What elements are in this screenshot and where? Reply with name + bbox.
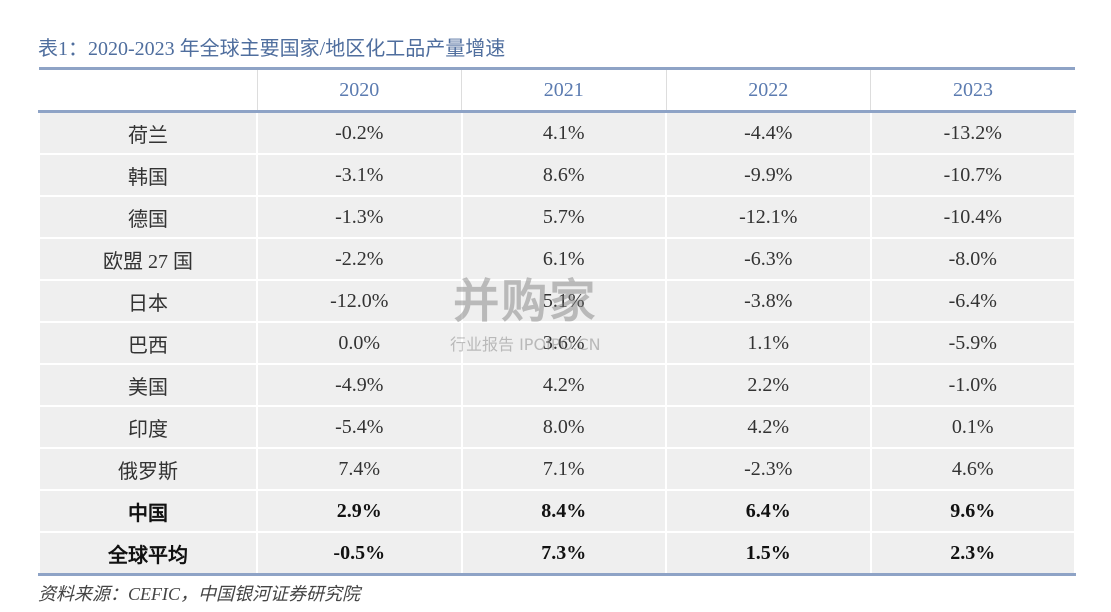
column-header: 2023 xyxy=(870,68,1075,113)
corner-cell xyxy=(39,68,257,113)
value-cell: 7.3% xyxy=(460,531,667,576)
value-cell: 2.3% xyxy=(869,531,1076,576)
row-label: 欧盟 27 国 xyxy=(38,237,258,281)
row-label: 俄罗斯 xyxy=(38,447,258,491)
table-row: 欧盟 27 国 -2.2% 6.1% -6.3% -8.0% xyxy=(38,237,1076,281)
value-cell: -4.4% xyxy=(665,110,872,155)
row-label: 荷兰 xyxy=(38,110,258,155)
value-cell: -8.0% xyxy=(869,237,1076,281)
value-cell: 5.7% xyxy=(460,195,667,239)
value-cell: 7.4% xyxy=(256,447,463,491)
table-row: 美国 -4.9% 4.2% 2.2% -1.0% xyxy=(38,363,1076,407)
data-table: 2020 2021 2022 2023 荷兰 -0.2% 4.1% -4.4% -13.2% 韩… xyxy=(38,67,1076,576)
value-cell: 6.4% xyxy=(665,489,872,533)
value-cell: -5.9% xyxy=(869,321,1076,365)
row-label: 巴西 xyxy=(38,321,258,365)
value-cell: 1.1% xyxy=(665,321,872,365)
value-cell: -12.1% xyxy=(665,195,872,239)
table-row: 中国 2.9% 8.4% 6.4% 9.6% xyxy=(38,489,1076,533)
value-cell: 8.0% xyxy=(460,405,667,449)
table-body: 荷兰 -0.2% 4.1% -4.4% -13.2% 韩国 -3.1% 8.6% -9.9% -1… xyxy=(38,110,1076,576)
value-cell: -0.2% xyxy=(256,110,463,155)
value-cell: 5.1% xyxy=(460,279,667,323)
value-cell: 4.6% xyxy=(869,447,1076,491)
header-row: 2020 2021 2022 2023 xyxy=(39,68,1075,113)
column-header: 2020 xyxy=(256,68,462,113)
value-cell: 9.6% xyxy=(869,489,1076,533)
value-cell: -2.3% xyxy=(665,447,872,491)
value-cell: 6.1% xyxy=(460,237,667,281)
row-label: 日本 xyxy=(38,279,258,323)
table-row: 俄罗斯 7.4% 7.1% -2.3% 4.6% xyxy=(38,447,1076,491)
value-cell: -0.5% xyxy=(256,531,463,576)
table-row: 印度 -5.4% 8.0% 4.2% 0.1% xyxy=(38,405,1076,449)
table-row: 荷兰 -0.2% 4.1% -4.4% -13.2% xyxy=(38,110,1076,155)
value-cell: 2.2% xyxy=(665,363,872,407)
value-cell: -3.8% xyxy=(665,279,872,323)
value-cell: -12.0% xyxy=(256,279,463,323)
table-row: 全球平均 -0.5% 7.3% 1.5% 2.3% xyxy=(38,531,1076,576)
value-cell: -4.9% xyxy=(256,363,463,407)
row-label: 中国 xyxy=(38,489,258,533)
column-header: 2022 xyxy=(665,68,871,113)
value-cell: -6.3% xyxy=(665,237,872,281)
table-row: 韩国 -3.1% 8.6% -9.9% -10.7% xyxy=(38,153,1076,197)
value-cell: -1.0% xyxy=(869,363,1076,407)
value-cell: 4.1% xyxy=(460,110,667,155)
table-row: 巴西 0.0% 3.6% 1.1% -5.9% xyxy=(38,321,1076,365)
row-label: 德国 xyxy=(38,195,258,239)
table-row: 日本 -12.0% 5.1% -3.8% -6.4% xyxy=(38,279,1076,323)
value-cell: 0.0% xyxy=(256,321,463,365)
source-note: 资料来源：CEFIC，中国银河证券研究院 xyxy=(38,584,360,604)
value-cell: -6.4% xyxy=(869,279,1076,323)
value-cell: 2.9% xyxy=(256,489,463,533)
value-cell: -1.3% xyxy=(256,195,463,239)
value-cell: 8.4% xyxy=(460,489,667,533)
row-label: 美国 xyxy=(38,363,258,407)
value-cell: -2.2% xyxy=(256,237,463,281)
value-cell: -13.2% xyxy=(869,110,1076,155)
value-cell: -5.4% xyxy=(256,405,463,449)
row-label: 印度 xyxy=(38,405,258,449)
table-row: 德国 -1.3% 5.7% -12.1% -10.4% xyxy=(38,195,1076,239)
value-cell: -9.9% xyxy=(665,153,872,197)
value-cell: 7.1% xyxy=(460,447,667,491)
value-cell: 1.5% xyxy=(665,531,872,576)
value-cell: -3.1% xyxy=(256,153,463,197)
value-cell: 4.2% xyxy=(665,405,872,449)
value-cell: 0.1% xyxy=(869,405,1076,449)
table-title: 表1：2020-2023 年全球主要国家/地区化工品产量增速 xyxy=(38,38,506,60)
value-cell: 8.6% xyxy=(460,153,667,197)
row-label: 韩国 xyxy=(38,153,258,197)
column-header: 2021 xyxy=(461,68,666,113)
value-cell: -10.7% xyxy=(869,153,1076,197)
value-cell: 3.6% xyxy=(460,321,667,365)
value-cell: 4.2% xyxy=(460,363,667,407)
row-label: 全球平均 xyxy=(38,531,258,576)
value-cell: -10.4% xyxy=(869,195,1076,239)
